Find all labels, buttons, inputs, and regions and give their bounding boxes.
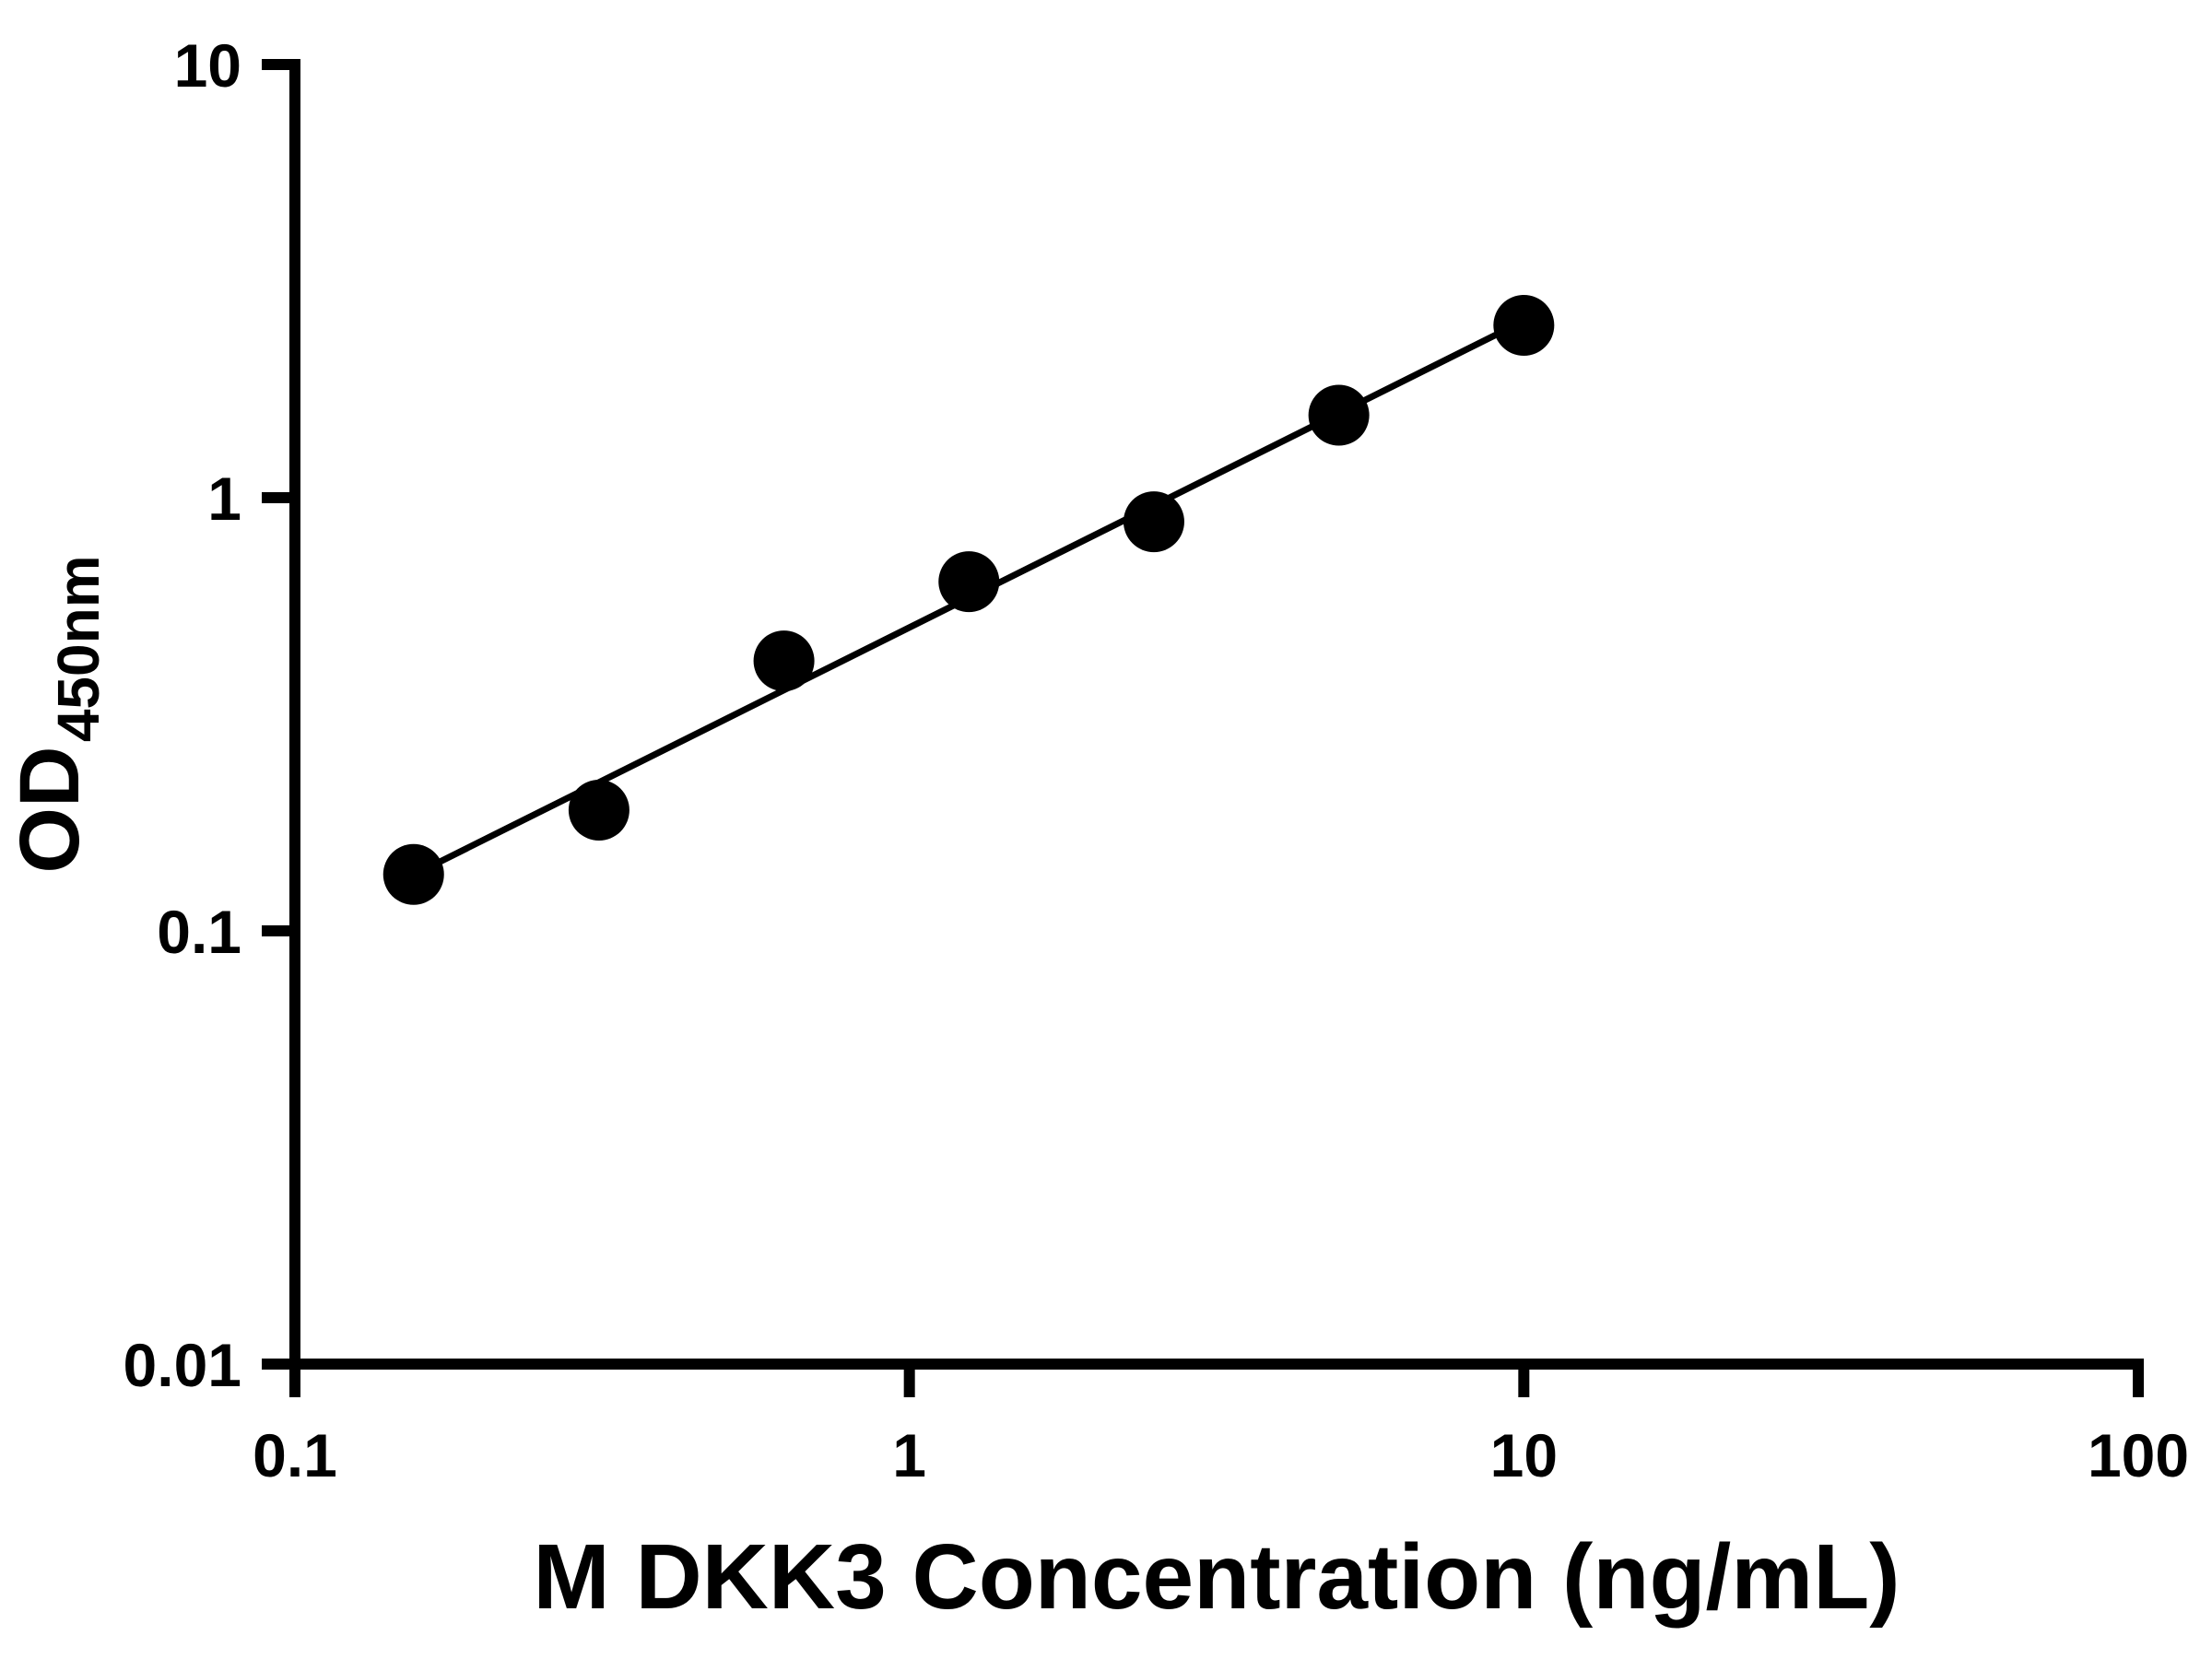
x-tick-label: 10 [1490, 1421, 1558, 1489]
data-point [753, 630, 815, 692]
y-tick-label: 1 [207, 465, 241, 533]
data-point [1493, 294, 1555, 356]
y-axis-title-main: OD [3, 747, 97, 874]
x-tick-label: 1 [892, 1421, 926, 1489]
data-point [1123, 491, 1184, 553]
x-tick-label: 0.1 [253, 1421, 337, 1489]
y-axis-title-sub: 450nm [45, 555, 112, 742]
data-point [568, 779, 629, 841]
data-point [938, 551, 1000, 613]
y-tick-label: 0.1 [157, 898, 241, 966]
data-point [1308, 384, 1370, 446]
y-tick-label: 0.01 [124, 1331, 241, 1399]
y-axis-title: OD 450nm [3, 555, 112, 873]
x-axis-title: M DKK3 Concentration (ng/mL) [533, 1525, 1900, 1629]
y-tick-label: 10 [174, 31, 241, 100]
x-tick-label: 100 [2088, 1421, 2189, 1489]
data-point [382, 843, 444, 905]
axes [289, 59, 2144, 1370]
